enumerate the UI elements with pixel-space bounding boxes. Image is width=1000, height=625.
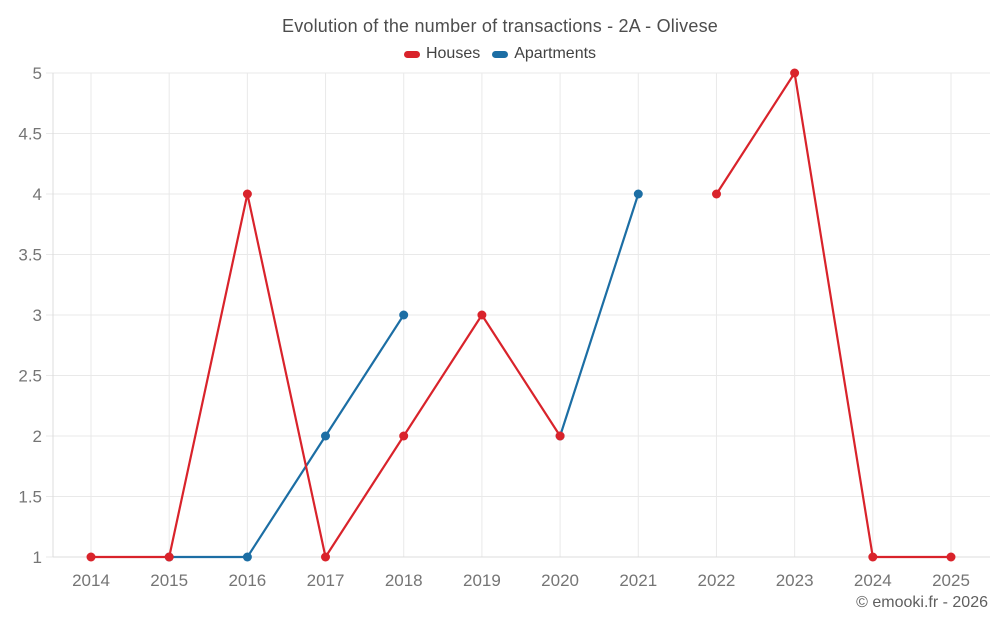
y-axis-label: 3.5 xyxy=(18,246,42,265)
legend-item-houses[interactable]: Houses xyxy=(403,45,481,63)
y-axis-label: 5 xyxy=(33,64,42,83)
x-axis-label: 2016 xyxy=(228,571,266,590)
x-axis-label: 2015 xyxy=(150,571,188,590)
x-axis-label: 2024 xyxy=(854,571,892,590)
data-point-houses-2025[interactable] xyxy=(946,552,956,562)
data-point-apartments-2021[interactable] xyxy=(633,189,643,199)
y-axis-label: 3 xyxy=(33,306,42,325)
chart-title: Evolution of the number of transactions … xyxy=(281,16,718,36)
data-point-houses-2015[interactable] xyxy=(164,552,174,562)
y-axis-label: 4 xyxy=(33,185,42,204)
legend-label-houses: Houses xyxy=(425,45,481,62)
x-axis-label: 2019 xyxy=(463,571,501,590)
x-axis-label: 2023 xyxy=(776,571,814,590)
data-point-houses-2022[interactable] xyxy=(712,189,721,199)
series-line-apartments xyxy=(168,192,640,559)
legend-label-apartments: Apartments xyxy=(514,45,597,62)
data-point-apartments-2016[interactable] xyxy=(242,552,252,562)
data-point-houses-2023[interactable] xyxy=(790,68,800,78)
y-axis-label: 1.5 xyxy=(18,488,42,507)
data-point-houses-2016[interactable] xyxy=(242,189,252,199)
data-point-apartments-2017[interactable] xyxy=(321,431,330,441)
data-point-houses-2018[interactable] xyxy=(399,431,409,441)
data-point-houses-2020[interactable] xyxy=(555,431,565,441)
houses-legend-marker-icon xyxy=(403,50,420,58)
y-axis-label: 2.5 xyxy=(18,367,42,386)
data-point-apartments-2018[interactable] xyxy=(399,310,409,320)
data-point-houses-2017[interactable] xyxy=(321,552,330,562)
x-axis-label: 2025 xyxy=(932,571,970,590)
x-axis-label: 2020 xyxy=(541,571,579,590)
y-axis-label: 4.5 xyxy=(18,125,42,144)
y-axis-label: 1 xyxy=(33,548,42,567)
x-axis-label: 2022 xyxy=(698,571,736,590)
data-point-houses-2024[interactable] xyxy=(868,552,878,562)
x-axis-label: 2017 xyxy=(307,571,345,590)
x-axis-label: 2014 xyxy=(72,571,110,590)
y-axis-label: 2 xyxy=(33,427,42,446)
watermark: © emooki.fr - 2026 xyxy=(856,594,988,611)
x-axis-label: 2021 xyxy=(619,571,657,590)
legend-item-apartments[interactable]: Apartments xyxy=(492,45,596,63)
data-point-houses-2019[interactable] xyxy=(477,310,487,320)
chart-legend: Houses Apartments xyxy=(0,45,1000,63)
x-axis-label: 2018 xyxy=(385,571,423,590)
data-point-houses-2014[interactable] xyxy=(86,552,96,562)
apartments-legend-marker-icon xyxy=(492,50,509,58)
